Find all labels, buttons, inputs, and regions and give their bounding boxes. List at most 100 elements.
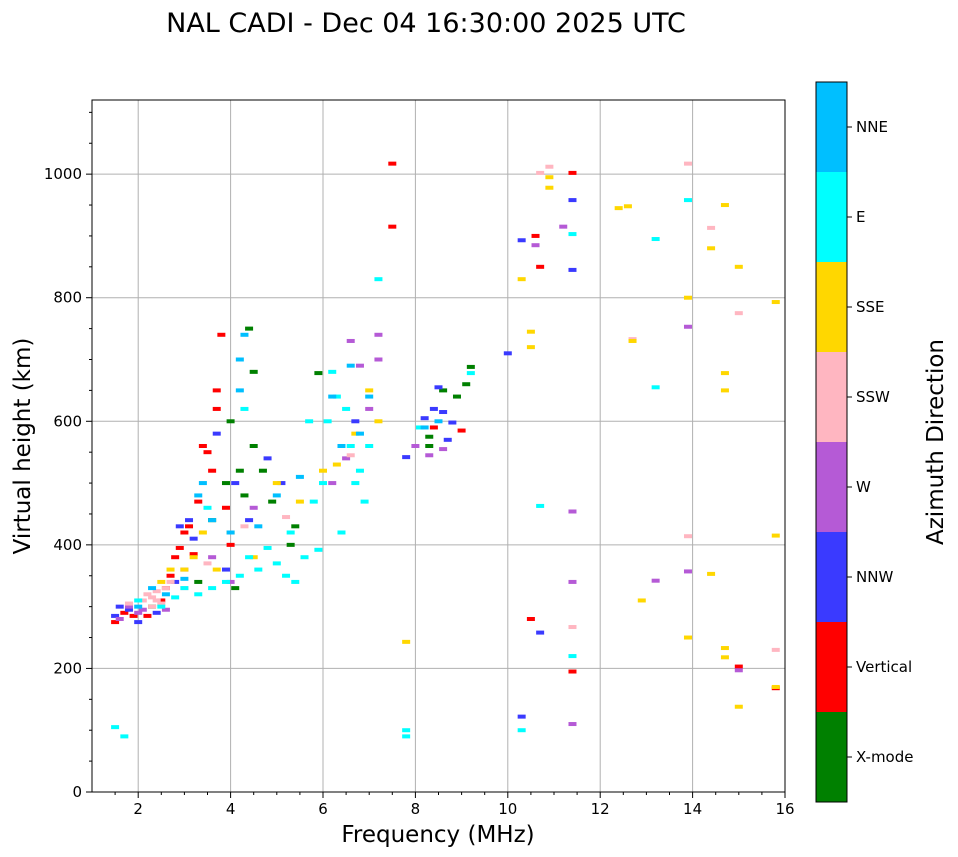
echo-point	[720, 646, 729, 651]
echo-point	[245, 555, 254, 560]
x-axis-ticks: 2 4 6 8 10 12 14 16	[114, 792, 795, 818]
echo-point	[328, 369, 337, 374]
echo-point	[189, 555, 198, 560]
y-tick-label: 200	[53, 659, 82, 677]
echo-point	[683, 534, 692, 539]
echo-point	[185, 524, 194, 529]
echo-point	[328, 481, 337, 486]
echo-point	[351, 431, 360, 436]
echo-point	[503, 351, 512, 356]
echo-point	[439, 447, 448, 452]
echo-point	[734, 311, 743, 316]
echo-point	[161, 586, 170, 591]
echo-point	[235, 573, 244, 578]
echo-point	[194, 579, 203, 584]
echo-point	[161, 607, 170, 612]
echo-point	[526, 617, 535, 621]
echo-point	[374, 277, 383, 282]
echo-point	[332, 462, 341, 467]
echo-point	[683, 569, 692, 574]
echo-point	[277, 481, 286, 486]
echo-point	[309, 499, 318, 504]
y-tick-label: 800	[53, 289, 82, 307]
echo-point	[286, 542, 295, 547]
echo-point	[568, 669, 577, 674]
echo-point	[157, 604, 166, 609]
echo-point	[138, 598, 147, 603]
colorbar-labels: X-mode Vertical NNW W SSW SSE E NNE	[847, 118, 913, 766]
echo-point	[208, 586, 217, 591]
x-tick-label: 6	[318, 800, 328, 818]
colorbar-tick-label: NNE	[856, 118, 888, 136]
y-axis-ticks: 0 200 400 600 800 1000	[44, 111, 92, 801]
echo-point	[171, 579, 180, 584]
echo-point	[194, 493, 203, 498]
echo-point	[226, 579, 235, 584]
echo-point	[771, 647, 780, 652]
x-tick-label: 12	[591, 800, 610, 818]
echo-point	[235, 468, 244, 473]
colorbar-tick-label: SSE	[856, 298, 885, 316]
echo-point	[124, 607, 133, 612]
echo-point	[448, 420, 457, 425]
echo-point	[157, 579, 166, 584]
echo-point	[240, 493, 249, 498]
echo-point	[365, 444, 374, 448]
echo-point	[194, 499, 203, 504]
echo-point	[124, 604, 133, 609]
echo-point	[305, 419, 314, 424]
echo-point	[536, 503, 545, 508]
echo-point	[355, 363, 364, 368]
echo-point	[337, 530, 346, 535]
echo-point	[683, 198, 692, 203]
echo-point	[420, 416, 429, 421]
echo-point	[374, 332, 383, 337]
echo-point	[148, 586, 157, 591]
echo-point	[291, 579, 300, 584]
echo-point	[231, 481, 240, 486]
echo-point	[517, 277, 526, 282]
echo-point	[614, 206, 623, 211]
echo-point	[319, 468, 327, 473]
y-tick-label: 600	[53, 412, 82, 430]
x-tick-label: 16	[775, 800, 794, 818]
echo-point	[235, 357, 244, 362]
echo-point	[734, 704, 743, 709]
echo-point	[258, 468, 267, 473]
echo-point	[439, 410, 448, 415]
echo-point	[180, 567, 189, 572]
x-tick-label: 8	[411, 800, 421, 818]
echo-point	[189, 536, 198, 541]
y-tick-label: 0	[72, 783, 82, 801]
echo-point	[143, 613, 152, 618]
x-axis-label: Frequency (MHz)	[341, 822, 534, 848]
echo-point	[115, 604, 124, 609]
echo-point	[254, 567, 263, 572]
echo-point	[226, 530, 235, 535]
colorbar-tick-label: Vertical	[856, 658, 912, 676]
echo-point	[531, 243, 540, 248]
echo-point	[425, 444, 434, 448]
echo-points	[111, 161, 780, 739]
echo-point	[161, 592, 170, 597]
echo-point	[268, 499, 277, 504]
echo-point	[536, 264, 545, 269]
echo-point	[734, 264, 743, 269]
colorbar-segment	[816, 262, 847, 352]
echo-point	[526, 329, 535, 334]
echo-point	[355, 468, 364, 473]
echo-point	[300, 555, 309, 560]
colorbar-frame	[815, 81, 848, 803]
echo-point	[434, 419, 443, 424]
echo-point	[208, 518, 217, 523]
colorbar-segment	[816, 82, 847, 172]
echo-point	[203, 561, 212, 566]
echo-point	[388, 224, 397, 229]
echo-point	[249, 444, 258, 448]
echo-point	[212, 406, 221, 411]
echo-point	[466, 364, 475, 369]
echo-point	[411, 444, 420, 448]
echo-point	[683, 635, 692, 640]
echo-point	[531, 233, 540, 238]
